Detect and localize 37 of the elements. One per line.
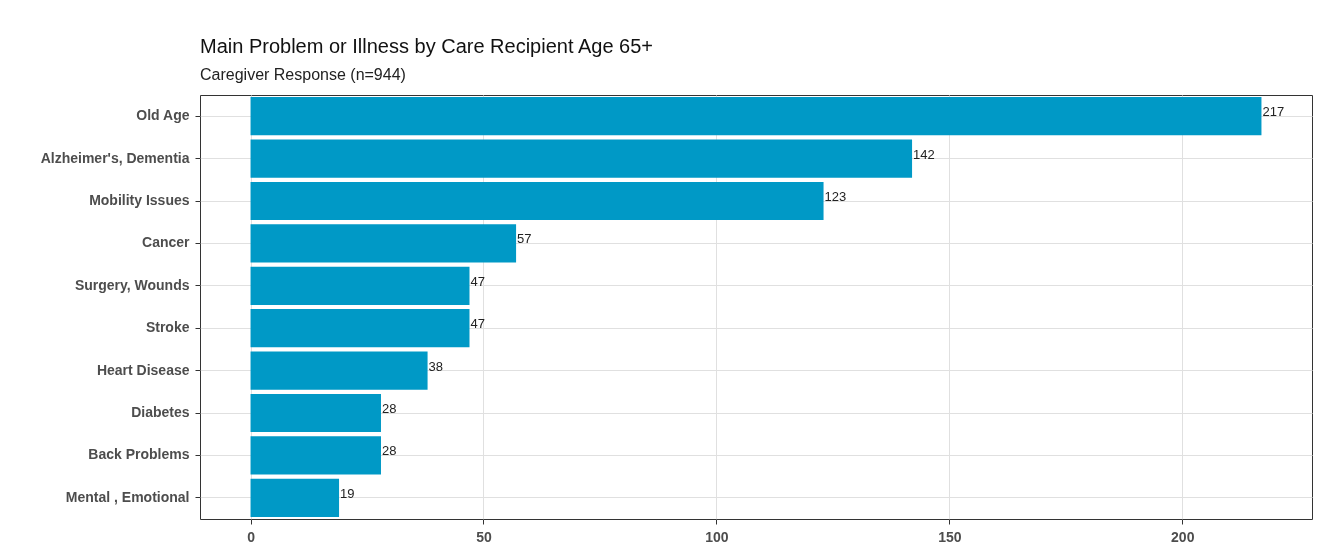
x-tick-label: 0 bbox=[247, 528, 256, 545]
data-label: 217 bbox=[1262, 104, 1285, 120]
bar bbox=[250, 351, 428, 390]
y-tick-label: Back Problems bbox=[88, 446, 190, 463]
y-tick-label: Alzheimer's, Dementia bbox=[40, 149, 190, 166]
x-tick-label: 150 bbox=[938, 528, 962, 545]
bar bbox=[250, 309, 470, 348]
y-tick-label: Cancer bbox=[142, 234, 191, 251]
bar bbox=[250, 478, 340, 517]
data-label: 123 bbox=[824, 189, 847, 204]
chart-title: Main Problem or Illness by Care Recipient Age 65+ bbox=[200, 35, 654, 57]
bar bbox=[250, 139, 913, 178]
y-tick-label: Stroke bbox=[145, 319, 190, 336]
x-tick-label: 50 bbox=[476, 528, 492, 545]
bar bbox=[250, 181, 824, 221]
data-label: 57 bbox=[517, 231, 532, 247]
x-tick-label: 100 bbox=[705, 528, 729, 545]
data-label: 47 bbox=[470, 273, 485, 289]
data-label: 28 bbox=[381, 401, 397, 416]
bar bbox=[250, 224, 517, 263]
chart-subtitle: Caregiver Response (n=944) bbox=[200, 66, 406, 83]
y-tick-label: Heart Disease bbox=[96, 361, 190, 378]
bar bbox=[250, 266, 470, 305]
y-tick-label: Mobility Issues bbox=[89, 192, 190, 208]
bar bbox=[250, 97, 1262, 136]
y-tick-label: Mental , Emotional bbox=[65, 488, 190, 505]
bar bbox=[250, 436, 381, 475]
x-tick-label: 200 bbox=[1171, 528, 1195, 545]
data-label: 19 bbox=[340, 485, 355, 501]
y-tick-label: Surgery, Wounds bbox=[74, 276, 190, 293]
bar bbox=[250, 393, 381, 433]
y-tick-label: Diabetes bbox=[131, 404, 190, 420]
data-label: 38 bbox=[428, 358, 444, 374]
y-tick-label: Old Age bbox=[136, 107, 190, 124]
data-label: 47 bbox=[470, 316, 485, 332]
data-label: 142 bbox=[913, 146, 935, 162]
data-label: 28 bbox=[381, 443, 397, 459]
